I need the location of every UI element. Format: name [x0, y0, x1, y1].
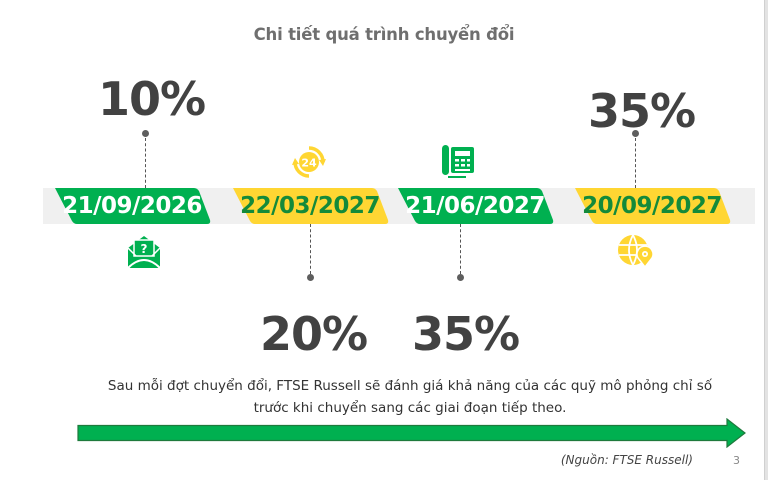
svg-text:24: 24	[301, 157, 317, 170]
desk-phone-icon	[440, 143, 478, 183]
ribbon-shape	[575, 188, 731, 224]
ribbon-shape	[55, 188, 211, 224]
milestone-1-date-ribbon: 21/09/2026	[52, 188, 212, 224]
milestone-3-dot	[457, 274, 464, 281]
milestone-2-date-ribbon: 22/03/2027	[230, 188, 390, 224]
slide-title: Chi tiết quá trình chuyển đổi	[253, 25, 515, 44]
description-text: Sau mỗi đợt chuyển đổi, FTSE Russell sẽ …	[70, 375, 750, 419]
source-note: (Nguồn: FTSE Russell)	[560, 453, 693, 467]
globe-location-icon	[616, 233, 656, 273]
milestone-3-percent: 35%	[412, 307, 520, 361]
svg-text:?: ?	[141, 242, 148, 256]
slide-edge	[764, 0, 768, 480]
clock-24-hours-icon: 24	[292, 145, 326, 183]
milestone-1-connector	[145, 138, 146, 188]
description-line-1: Sau mỗi đợt chuyển đổi, FTSE Russell sẽ …	[107, 378, 713, 394]
progress-arrow	[77, 417, 747, 452]
milestone-4-percent: 35%	[588, 84, 696, 138]
milestone-4-date-ribbon: 20/09/2027	[572, 188, 732, 224]
milestone-4-date: 20/09/2027	[582, 193, 722, 219]
description-line-2: trước khi chuyển sang các giai đoạn tiếp…	[253, 400, 567, 416]
milestone-3-date-ribbon: 21/06/2027	[395, 188, 555, 224]
milestone-2-connector	[310, 224, 311, 274]
milestone-3-connector	[460, 224, 461, 274]
milestone-1-dot	[142, 130, 149, 137]
milestone-1-percent: 10%	[98, 72, 206, 126]
milestone-3-date: 21/06/2027	[405, 193, 545, 219]
milestone-2-percent: 20%	[260, 307, 368, 361]
envelope-question-icon: ?	[124, 234, 164, 274]
milestone-1-date: 21/09/2026	[62, 193, 202, 219]
milestone-2-dot	[307, 274, 314, 281]
milestone-4-dot	[632, 130, 639, 137]
milestone-4-connector	[635, 138, 636, 188]
ribbon-shape	[398, 188, 554, 224]
page-number: 3	[733, 454, 740, 467]
ribbon-shape	[233, 188, 389, 224]
milestone-2-date: 22/03/2027	[240, 193, 380, 219]
